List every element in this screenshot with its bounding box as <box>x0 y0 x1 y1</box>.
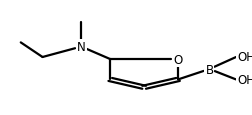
Text: OH: OH <box>237 51 252 64</box>
Text: OH: OH <box>237 73 252 86</box>
Text: O: O <box>173 53 183 66</box>
Text: N: N <box>77 41 86 54</box>
Text: B: B <box>205 63 213 76</box>
